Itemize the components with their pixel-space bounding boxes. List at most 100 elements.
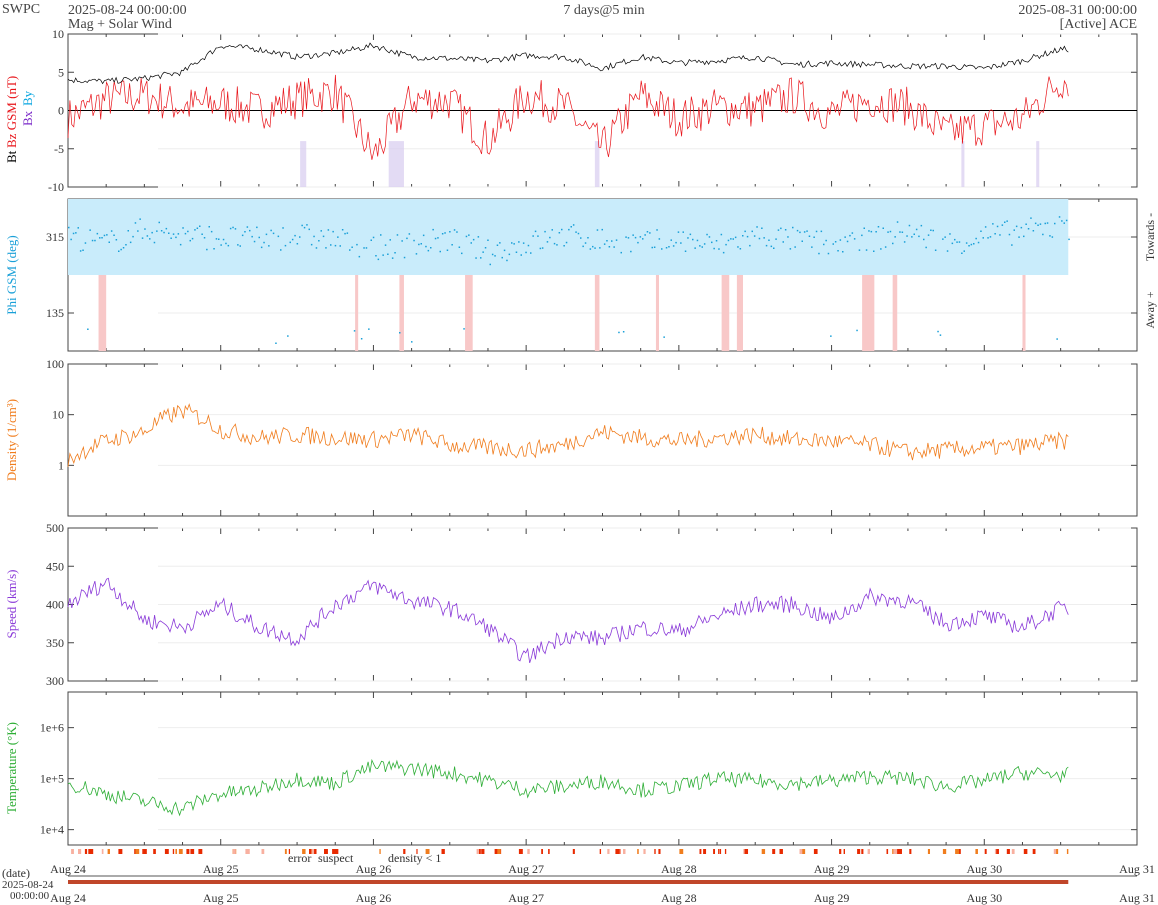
phi-point (915, 228, 918, 231)
phi-point (934, 249, 937, 251)
phi-point (218, 238, 220, 240)
phi-point (796, 229, 799, 232)
phi-point (339, 245, 341, 247)
quality-flag (548, 849, 550, 854)
phi-point (82, 249, 84, 251)
phi-point (284, 244, 287, 247)
phi-point (832, 243, 834, 245)
phi-point (506, 259, 508, 262)
phi-point (422, 234, 425, 237)
quality-flag (703, 849, 707, 854)
phi-point (880, 248, 882, 250)
y-tick-label: 100 (46, 357, 64, 371)
quality-flag (895, 849, 900, 854)
phi-point (406, 237, 408, 240)
phi-point (937, 330, 939, 333)
phi-point (923, 238, 925, 241)
phi-point (839, 239, 842, 241)
quality-flag (813, 849, 818, 854)
y-tick-label: -10 (48, 180, 64, 194)
phi-point (534, 230, 537, 233)
phi-point (122, 247, 125, 249)
quality-flag (527, 849, 530, 854)
phi-point (1025, 223, 1027, 225)
phi-point (696, 239, 699, 242)
bx-axis-label: Bx (20, 110, 35, 126)
phi-point (913, 233, 915, 235)
phi-point (1046, 222, 1049, 224)
phi-point (199, 225, 201, 227)
quality-flag (599, 849, 602, 854)
phi-point (830, 335, 832, 337)
phi-point (113, 234, 115, 236)
phi-point (432, 228, 434, 231)
quality-flag (172, 849, 175, 854)
y-tick-label: 0 (58, 104, 64, 118)
phi-point (465, 235, 468, 238)
phi-point (77, 227, 79, 229)
phi-point (792, 226, 794, 229)
y-tick-label: 10 (52, 27, 64, 41)
phi-point (518, 241, 520, 243)
phi-point (599, 247, 601, 249)
phi-point (520, 254, 522, 256)
y-tick-label: 315 (46, 230, 64, 244)
phi-point (446, 249, 449, 251)
phi-point (582, 245, 584, 248)
phi-point (1015, 225, 1018, 228)
density-line (67, 403, 1069, 467)
phi-point (565, 241, 568, 244)
phi-point (146, 235, 149, 237)
phi-point (1011, 244, 1013, 246)
phi-point (813, 236, 815, 238)
phi-point (413, 239, 415, 242)
phi-point (834, 241, 837, 243)
phi-point (868, 230, 870, 232)
phi-point (89, 229, 91, 231)
phi-point (282, 227, 284, 229)
phi-point (351, 246, 353, 248)
quality-flag (332, 849, 336, 854)
y-tick-label: 135 (46, 306, 64, 320)
y-tick-label: 350 (46, 636, 64, 650)
phi-point (515, 251, 518, 253)
x-tick-label: Aug 28 (661, 891, 697, 905)
temperature-line (67, 758, 1069, 817)
phi-point (930, 229, 932, 231)
phi-point (99, 237, 101, 239)
phi-point (744, 230, 746, 233)
speed-line (67, 577, 1069, 664)
phi-point (837, 250, 839, 252)
quality-flag (88, 849, 92, 854)
phi-point (918, 235, 920, 238)
phi-point (280, 249, 282, 251)
phi-point (387, 253, 389, 255)
quality-flag (90, 849, 94, 854)
phi-point (958, 241, 961, 243)
bx-shade (594, 141, 600, 187)
phi-point (1068, 238, 1070, 241)
phi-point (344, 232, 346, 235)
phi-point (287, 335, 289, 337)
phi-point (365, 247, 368, 249)
phi-point (1020, 226, 1023, 229)
quality-flag (261, 849, 265, 854)
away-band (355, 275, 359, 351)
phi-point (403, 256, 406, 259)
phi-point (158, 221, 160, 224)
phi-point (206, 248, 208, 251)
phi-point (887, 231, 889, 233)
phi-point (127, 230, 129, 232)
speed-axis-label: Speed (km/s) (4, 570, 19, 639)
phi-point (856, 329, 858, 332)
phi-point (968, 245, 970, 247)
legend-suspect: suspect (318, 851, 354, 865)
phi-point (125, 244, 127, 246)
phi-point (965, 242, 968, 244)
phi-point (570, 226, 572, 228)
phi-point (229, 227, 232, 230)
phi-point (963, 250, 965, 252)
bt-line (67, 42, 1069, 85)
phi-point (215, 238, 218, 240)
